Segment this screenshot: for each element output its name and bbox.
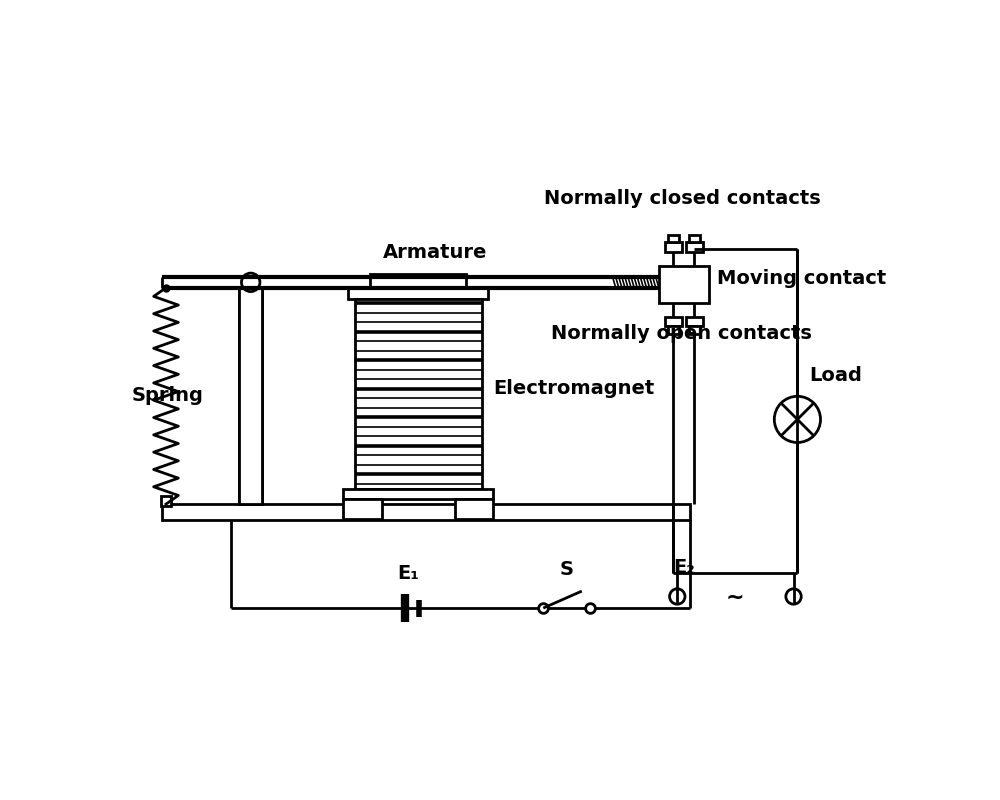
Text: Normally closed contacts: Normally closed contacts (544, 189, 820, 208)
Text: Armature: Armature (383, 242, 488, 262)
Text: Normally open contacts: Normally open contacts (551, 325, 812, 343)
Text: Electromagnet: Electromagnet (493, 378, 654, 398)
Bar (689, 326, 700, 334)
Text: S: S (559, 560, 573, 578)
Text: ~: ~ (726, 588, 745, 608)
Text: Moving contact: Moving contact (717, 269, 886, 288)
Bar (668, 234, 679, 242)
Bar (455, 499, 493, 518)
Bar (355, 298, 482, 489)
Bar (161, 496, 171, 506)
Bar (686, 317, 703, 326)
Text: Load: Load (809, 366, 862, 385)
Bar (162, 504, 690, 519)
Text: E₂: E₂ (673, 558, 695, 578)
Bar (686, 242, 703, 251)
Bar (239, 288, 262, 504)
Bar (668, 326, 679, 334)
Bar (689, 234, 700, 242)
Bar (348, 288, 488, 298)
Text: Spring: Spring (131, 386, 203, 406)
Bar (665, 242, 682, 251)
Bar (370, 274, 466, 288)
Bar (659, 266, 709, 303)
Bar (343, 499, 382, 518)
Bar (343, 489, 493, 499)
Text: E₁: E₁ (398, 565, 419, 583)
Bar (239, 288, 262, 504)
Bar (665, 317, 682, 326)
